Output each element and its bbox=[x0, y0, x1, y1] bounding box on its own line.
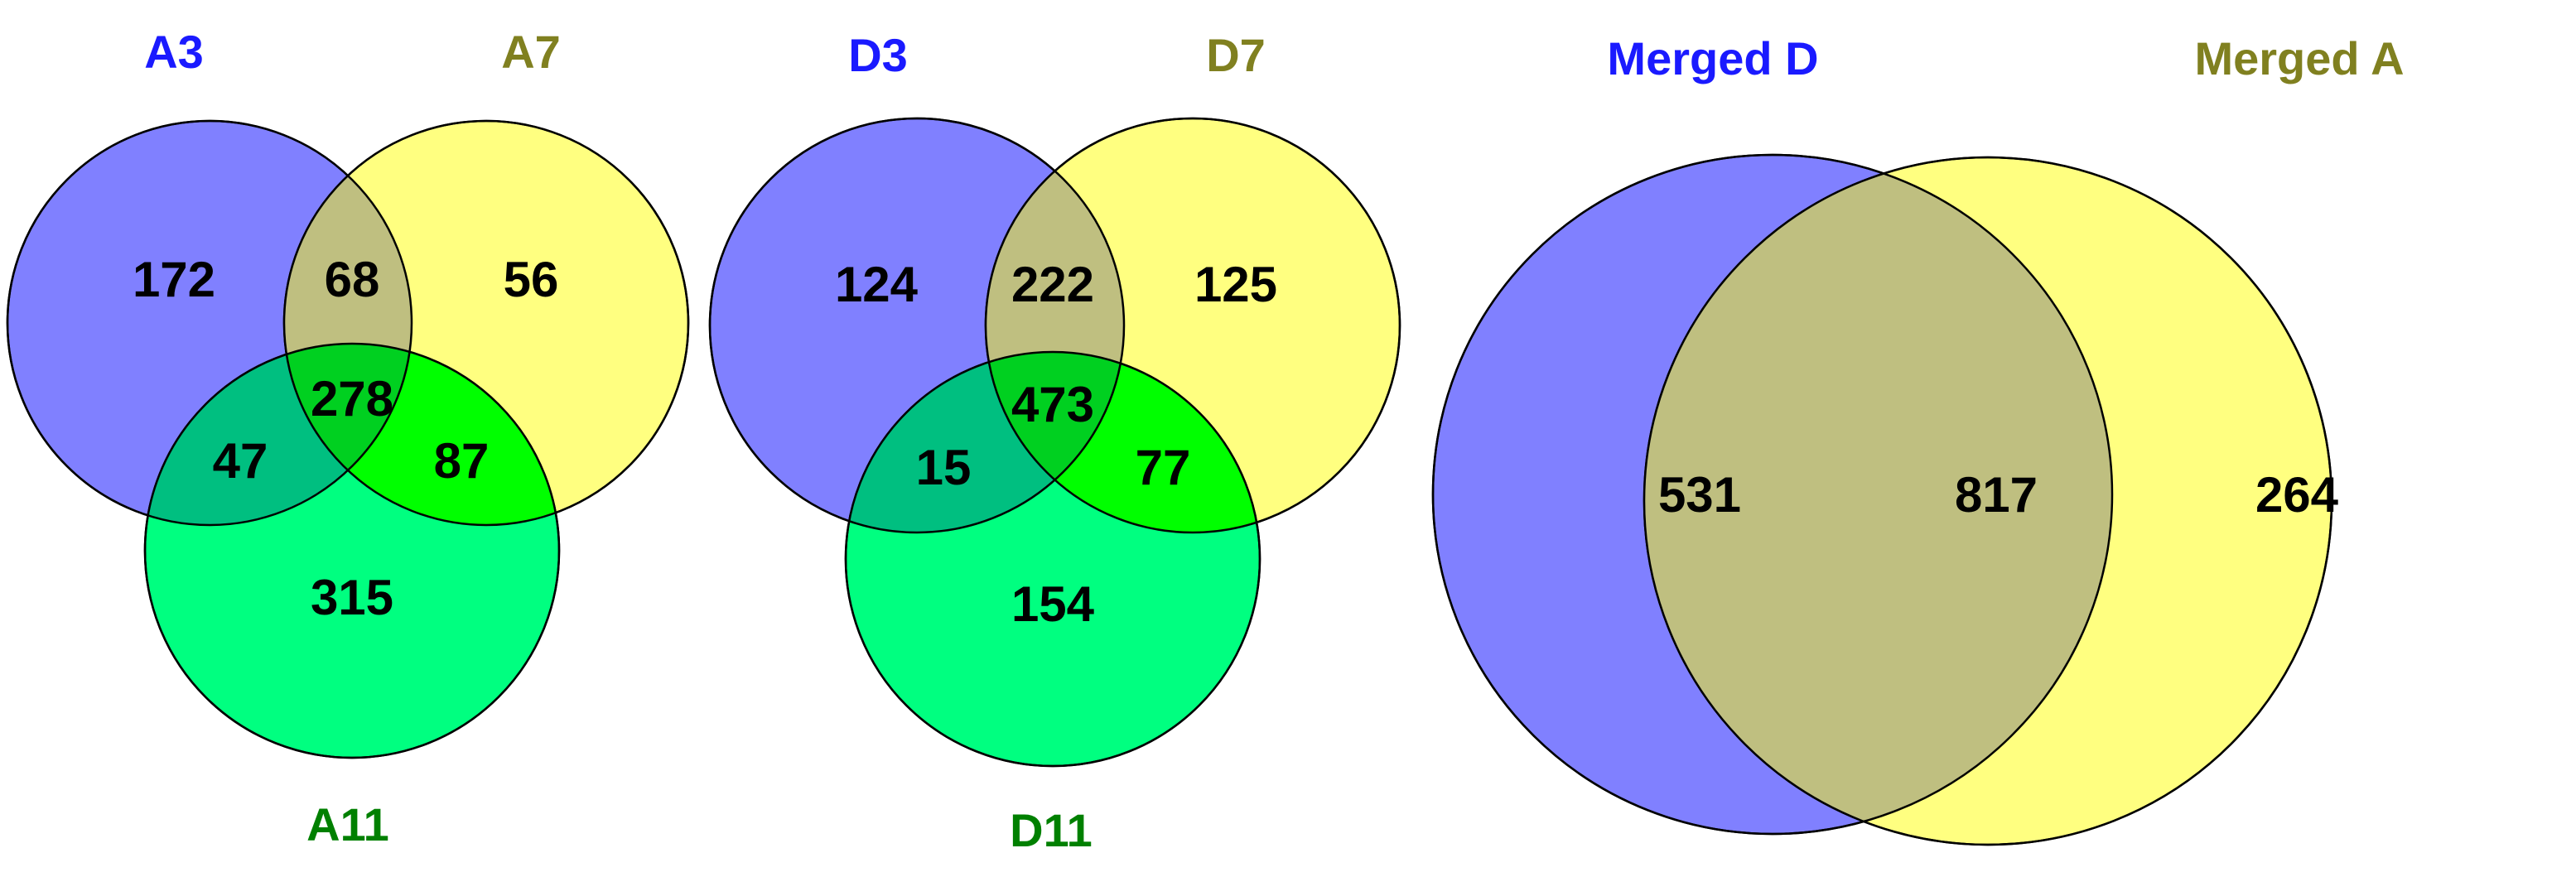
venn-a-only1-count: 172 bbox=[133, 252, 215, 307]
venn-a-set3-label: A11 bbox=[306, 798, 389, 850]
venn-merged-overlap bbox=[1644, 157, 2112, 834]
venn-a-only3-count: 315 bbox=[311, 570, 393, 625]
venn-d-overlap-23 bbox=[986, 352, 1260, 532]
venn-a-overlap-23 bbox=[284, 344, 559, 525]
venn-merged-only1-count: 531 bbox=[1658, 467, 1741, 523]
venn-merged: Merged D Merged A 531 817 264 bbox=[1431, 32, 2405, 846]
venn-a-set1-label: A3 bbox=[144, 26, 204, 78]
venn-a-s12-count: 68 bbox=[325, 252, 380, 307]
venn-d-overlap-13 bbox=[846, 352, 1124, 532]
venn-d-set2-label: D7 bbox=[1206, 29, 1266, 81]
venn-merged-set1-label: Merged D bbox=[1607, 32, 1818, 84]
venn-d-s123-count: 473 bbox=[1011, 377, 1094, 432]
venn-d-set1-label: D3 bbox=[848, 29, 908, 81]
venn-d: D3 D7 D11 124 222 125 473 15 77 154 bbox=[708, 29, 1401, 856]
venn-d-only2-count: 125 bbox=[1194, 257, 1277, 312]
venn-a-s13-count: 47 bbox=[213, 433, 268, 489]
venn-d-only1-count: 124 bbox=[835, 257, 919, 312]
venn-a-overlap-13 bbox=[145, 344, 412, 525]
venn-merged-set2-label: Merged A bbox=[2194, 32, 2404, 84]
venn-a-s123-count: 278 bbox=[311, 371, 393, 426]
venn-d-s13-count: 15 bbox=[916, 440, 972, 495]
venn-a-s23-count: 87 bbox=[434, 433, 490, 489]
venn-d-s12-count: 222 bbox=[1011, 257, 1094, 312]
venn-a-set2-label: A7 bbox=[501, 26, 561, 78]
venn-merged-both-count: 817 bbox=[1955, 467, 2038, 523]
venn-d-s23-count: 77 bbox=[1136, 440, 1191, 495]
venn-d-only3-count: 154 bbox=[1011, 576, 1095, 632]
venn-d-set3-label: D11 bbox=[1010, 804, 1093, 856]
venn-a-only2-count: 56 bbox=[504, 252, 559, 307]
venn-merged-only2-count: 264 bbox=[2255, 467, 2339, 523]
venn-a: A3 A7 A11 172 68 56 278 47 87 315 bbox=[6, 26, 690, 850]
